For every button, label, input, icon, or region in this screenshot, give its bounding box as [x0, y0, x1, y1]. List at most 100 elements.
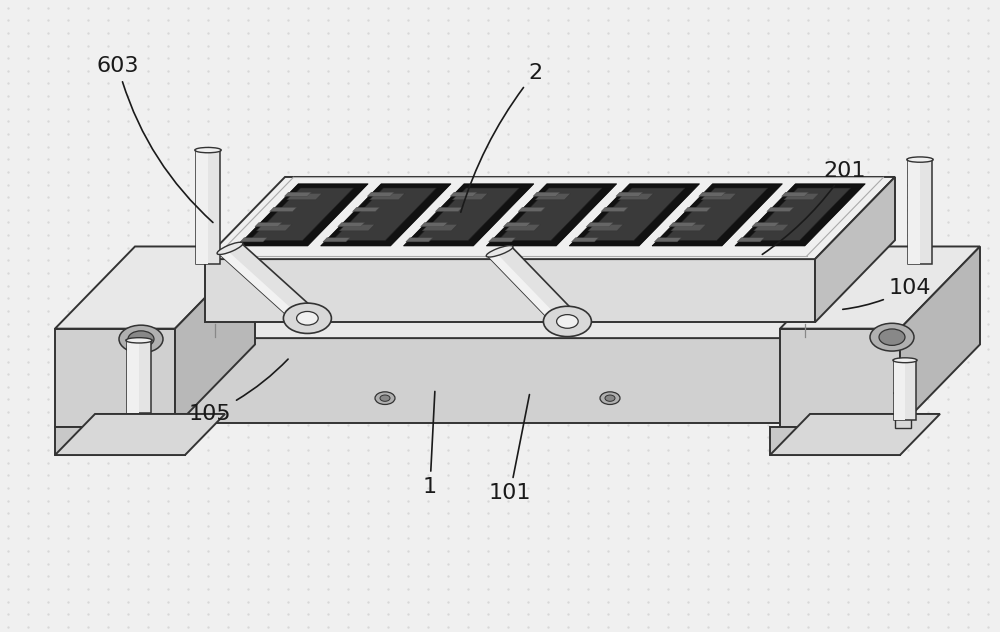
Polygon shape	[175, 246, 255, 427]
Ellipse shape	[894, 391, 912, 396]
Polygon shape	[406, 238, 433, 242]
Circle shape	[119, 325, 163, 353]
Polygon shape	[203, 262, 901, 265]
Polygon shape	[581, 188, 685, 240]
Polygon shape	[618, 193, 654, 200]
Polygon shape	[452, 193, 488, 200]
Polygon shape	[486, 184, 617, 246]
Polygon shape	[780, 329, 900, 427]
Polygon shape	[701, 193, 736, 200]
Polygon shape	[671, 224, 706, 231]
Polygon shape	[754, 224, 789, 231]
Polygon shape	[489, 238, 516, 242]
Polygon shape	[654, 238, 681, 242]
Polygon shape	[240, 238, 267, 242]
Circle shape	[879, 329, 905, 345]
Polygon shape	[127, 340, 139, 413]
Polygon shape	[735, 184, 865, 246]
Circle shape	[259, 278, 277, 289]
Polygon shape	[770, 427, 900, 455]
Polygon shape	[127, 340, 151, 413]
Polygon shape	[338, 222, 365, 227]
Polygon shape	[908, 159, 932, 264]
Polygon shape	[157, 308, 855, 312]
Polygon shape	[850, 256, 930, 423]
Polygon shape	[367, 192, 394, 197]
Polygon shape	[533, 192, 560, 197]
Polygon shape	[55, 246, 255, 329]
Circle shape	[605, 395, 615, 401]
Polygon shape	[332, 188, 436, 240]
Polygon shape	[737, 238, 764, 242]
Ellipse shape	[486, 246, 513, 257]
Polygon shape	[780, 246, 980, 329]
Polygon shape	[339, 224, 375, 231]
Polygon shape	[572, 238, 598, 242]
Polygon shape	[664, 188, 768, 240]
Text: 603: 603	[97, 56, 213, 222]
Polygon shape	[488, 246, 579, 326]
Polygon shape	[895, 393, 911, 428]
Polygon shape	[125, 256, 930, 338]
Polygon shape	[747, 188, 851, 240]
Polygon shape	[894, 360, 916, 420]
Polygon shape	[219, 243, 319, 324]
Circle shape	[375, 392, 395, 404]
Polygon shape	[518, 207, 545, 212]
Polygon shape	[784, 193, 819, 200]
Polygon shape	[505, 224, 540, 231]
Polygon shape	[699, 192, 726, 197]
Polygon shape	[782, 192, 808, 197]
Polygon shape	[55, 427, 185, 455]
Circle shape	[769, 278, 787, 289]
Polygon shape	[403, 184, 534, 246]
Polygon shape	[196, 150, 208, 264]
Circle shape	[870, 323, 914, 351]
Polygon shape	[421, 222, 447, 227]
Polygon shape	[894, 403, 914, 412]
Polygon shape	[767, 207, 794, 212]
Ellipse shape	[907, 157, 933, 162]
Polygon shape	[287, 193, 322, 200]
Text: 1: 1	[423, 391, 437, 497]
Polygon shape	[652, 184, 782, 246]
Polygon shape	[321, 184, 451, 246]
Polygon shape	[569, 184, 700, 246]
Polygon shape	[238, 184, 368, 246]
Polygon shape	[196, 150, 220, 264]
Polygon shape	[908, 159, 920, 264]
Polygon shape	[770, 414, 940, 455]
Circle shape	[128, 331, 154, 348]
Text: 105: 105	[189, 359, 288, 424]
Polygon shape	[415, 188, 519, 240]
Polygon shape	[284, 192, 311, 197]
Polygon shape	[684, 207, 711, 212]
Circle shape	[297, 312, 318, 325]
Polygon shape	[586, 222, 613, 227]
Polygon shape	[353, 207, 379, 212]
Polygon shape	[219, 250, 304, 324]
Polygon shape	[588, 224, 623, 231]
Polygon shape	[422, 224, 458, 231]
Polygon shape	[203, 265, 898, 272]
Polygon shape	[752, 222, 779, 227]
Polygon shape	[249, 188, 354, 240]
Ellipse shape	[893, 358, 917, 363]
Polygon shape	[535, 193, 571, 200]
Circle shape	[557, 315, 578, 328]
Polygon shape	[205, 177, 895, 259]
Polygon shape	[256, 224, 292, 231]
Polygon shape	[55, 414, 225, 455]
Polygon shape	[255, 222, 282, 227]
Ellipse shape	[217, 242, 243, 255]
Polygon shape	[616, 192, 643, 197]
Circle shape	[600, 392, 620, 404]
Circle shape	[380, 395, 390, 401]
Polygon shape	[55, 329, 175, 427]
Polygon shape	[894, 360, 905, 420]
Polygon shape	[323, 238, 350, 242]
Text: 201: 201	[762, 161, 866, 255]
Polygon shape	[435, 207, 462, 212]
Circle shape	[283, 303, 331, 334]
Ellipse shape	[195, 147, 221, 153]
